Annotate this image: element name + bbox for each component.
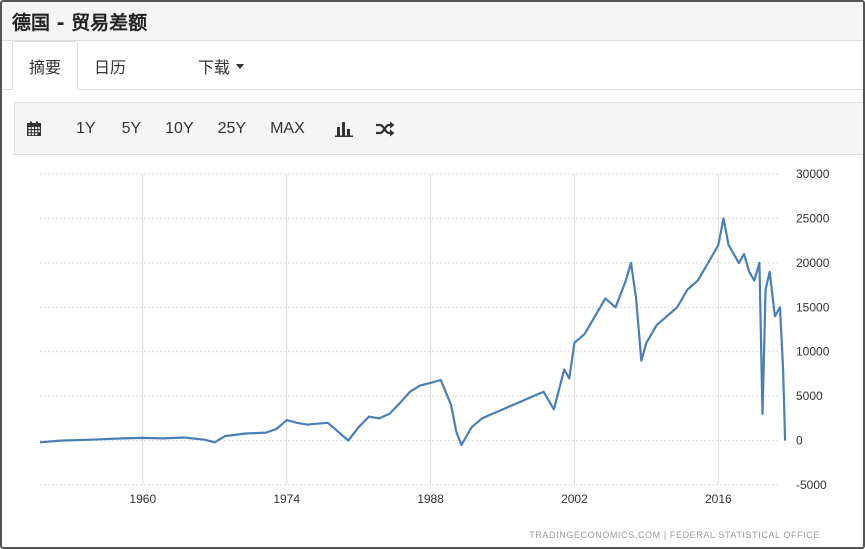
y-tick-label: -5000 xyxy=(796,478,827,492)
series-layer xyxy=(39,217,787,447)
page-title: 德国 - 贸易差额 xyxy=(12,11,148,34)
trade-balance-chart: 30000 25000 20000 15000 10000 5000 0 -5000 1960… xyxy=(39,167,830,540)
tab-download[interactable]: 下载 xyxy=(182,43,260,89)
y-tick-label: 5000 xyxy=(796,389,823,403)
series-line xyxy=(39,217,787,447)
tab-download-label: 下载 xyxy=(198,58,231,77)
range-10y-button[interactable]: 10Y xyxy=(165,119,194,137)
y-tick-label: 30000 xyxy=(796,167,830,181)
tab-bar: 摘要 日历 下载 xyxy=(2,41,863,90)
x-tick-label: 1988 xyxy=(417,492,444,506)
y-tick-label: 0 xyxy=(796,434,803,448)
grid-lines xyxy=(40,173,780,486)
caret-down-icon xyxy=(236,63,245,69)
x-tick-label: 1974 xyxy=(273,492,300,506)
tab-summary[interactable]: 摘要 xyxy=(12,41,79,90)
x-tick-label: 2002 xyxy=(561,492,588,506)
title-bar: 德国 - 贸易差额 xyxy=(2,2,863,41)
shuffle-icon[interactable] xyxy=(364,114,406,144)
range-1y-button[interactable]: 1Y xyxy=(76,119,96,137)
bar-chart-icon[interactable] xyxy=(324,114,364,144)
y-tick-label: 15000 xyxy=(796,300,830,314)
y-tick-label: 10000 xyxy=(796,345,830,359)
tab-calendar[interactable]: 日历 xyxy=(94,58,127,77)
x-axis-labels: 1960 1974 1988 2002 2016 xyxy=(129,492,732,506)
chart-toolbar: 1Y 5Y 10Y 25Y MAX xyxy=(14,102,863,155)
range-max-button[interactable]: MAX xyxy=(270,119,305,137)
y-tick-label: 25000 xyxy=(796,211,830,225)
calendar-icon[interactable] xyxy=(15,114,53,144)
y-axis-labels: 30000 25000 20000 15000 10000 5000 0 -5000 xyxy=(796,167,830,492)
y-tick-label: 20000 xyxy=(796,256,830,270)
source-credit: TRADINGECONOMICS.COM | FEDERAL STATISTIC… xyxy=(529,530,820,540)
range-25y-button[interactable]: 25Y xyxy=(217,119,247,137)
range-5y-button[interactable]: 5Y xyxy=(121,119,142,137)
x-tick-label: 1960 xyxy=(129,492,156,506)
x-tick-label: 2016 xyxy=(705,492,732,506)
